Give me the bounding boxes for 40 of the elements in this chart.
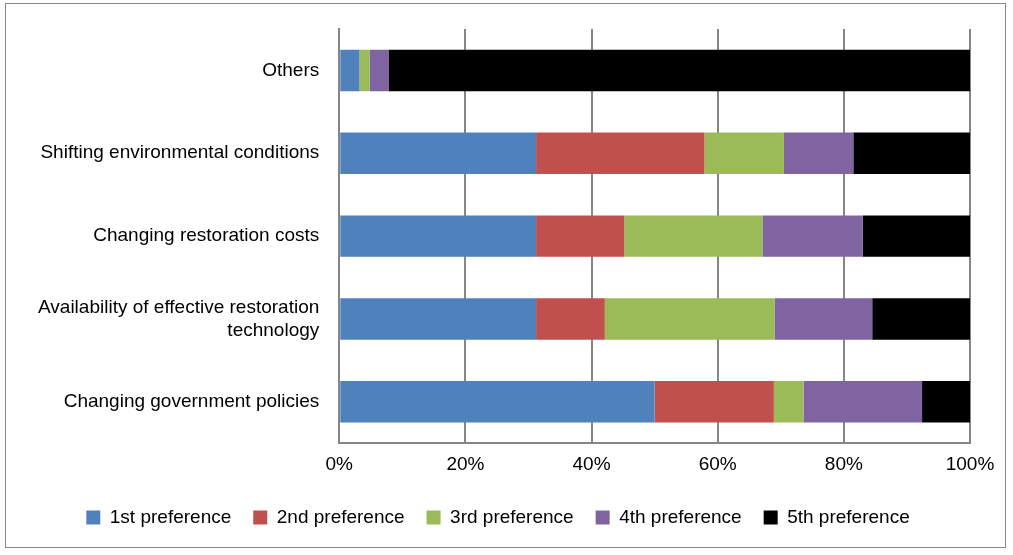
bar xyxy=(803,381,923,423)
legend-label: 5th preference xyxy=(787,505,910,527)
bar xyxy=(872,298,970,340)
legend-label: 4th preference xyxy=(619,505,742,527)
y-tick-label: Changing government policies xyxy=(63,390,320,412)
bar xyxy=(922,381,970,423)
bar xyxy=(340,215,537,257)
y-tick-label: Others xyxy=(262,58,320,80)
bar xyxy=(388,49,970,92)
bar xyxy=(340,49,360,92)
bar xyxy=(369,49,389,92)
bar xyxy=(654,381,774,423)
bar xyxy=(762,215,863,257)
y-tick-label: Shifting environmental conditions xyxy=(40,141,320,163)
bar xyxy=(774,298,873,340)
x-tick-label: 20% xyxy=(446,452,485,474)
x-tick-label: 60% xyxy=(698,452,737,474)
bar xyxy=(536,298,605,340)
legend-label: 3rd preference xyxy=(450,505,574,527)
x-tick-label: 40% xyxy=(572,452,611,474)
y-tick-label: Changing restoration costs xyxy=(93,224,320,246)
bar xyxy=(340,381,655,423)
bar xyxy=(624,215,763,257)
x-tick-label: 80% xyxy=(824,452,863,474)
x-tick-label: 100% xyxy=(945,452,995,474)
legend-label: 2nd preference xyxy=(276,505,405,527)
bar xyxy=(862,215,970,257)
bar xyxy=(359,49,370,92)
bar xyxy=(853,132,970,174)
bar xyxy=(783,132,854,174)
legend-label: 1st preference xyxy=(109,505,232,527)
bar xyxy=(536,132,705,174)
bar xyxy=(340,298,537,340)
bar xyxy=(773,381,804,423)
x-tick-label: 0% xyxy=(325,452,354,474)
y-tick-label: Availability of effective restoration technology xyxy=(38,295,320,340)
bar xyxy=(704,132,784,174)
bar xyxy=(340,132,537,174)
bar xyxy=(604,298,775,340)
bar xyxy=(536,215,625,257)
